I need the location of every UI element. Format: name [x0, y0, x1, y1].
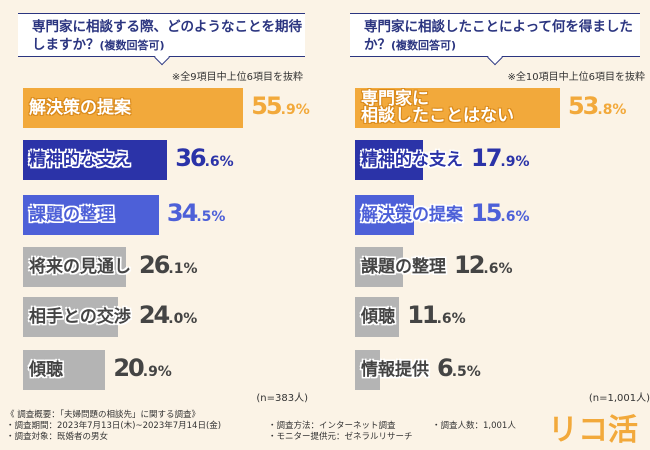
bar	[23, 247, 126, 287]
bar-row: 傾聴 11.6%	[355, 297, 466, 337]
question-title: 専門家に相談したことによって何を得ましたか？	[364, 19, 633, 53]
bar-row: 課題の整理 12.6%	[355, 247, 513, 287]
survey-count: ・調査人数：1,001人	[432, 421, 516, 431]
pointer	[487, 49, 503, 66]
bar-value: 34.5%	[166, 199, 226, 227]
bar-label: 将来の見通し	[29, 256, 131, 277]
bar	[23, 350, 106, 390]
bar	[355, 88, 560, 128]
note: ※全10項目中上位6項目を抜粋	[507, 72, 645, 83]
question-box: 専門家に相談したことによって何を得ましたか？(複数回答可)	[350, 13, 640, 66]
survey-summary: 《 調査概要：「夫婦問題の相談先」に関する調査》 ・調査期間：2023年7月13…	[6, 410, 221, 443]
question-subtitle: (複数回答可)	[391, 39, 457, 52]
sample-size: (n=1,001人)	[588, 393, 650, 404]
bar-value: 11.6%	[407, 301, 466, 329]
bar	[355, 297, 400, 337]
bar	[355, 195, 415, 235]
bar-value: 12.6%	[454, 251, 513, 279]
bar-row: 課題の整理 34.5%	[23, 195, 225, 235]
bar-label: 傾聴	[361, 306, 395, 327]
survey-period: ・調査期間：2023年7月13日(木)~2023年7月14日(金)	[6, 421, 222, 431]
survey-heading: 《 調査概要：「夫婦問題の相談先」に関する調査》	[6, 410, 200, 420]
bar-row: 傾聴 20.9%	[23, 350, 172, 390]
bar-row: 専門家に 相談したことはない 53.8%	[355, 88, 626, 128]
bar	[355, 140, 424, 180]
bar-value: 55.9%	[251, 92, 310, 120]
bar	[23, 88, 244, 128]
bar	[23, 297, 118, 337]
bar-value: 24.0%	[138, 301, 198, 329]
bar-value: 36.6%	[175, 144, 234, 172]
survey-provider: ・モニター提供元：ゼネラルリサーチ	[268, 432, 413, 442]
pointer	[153, 49, 170, 66]
bar-row: 解決策の提案 55.9%	[23, 88, 310, 128]
left-panel: 専門家に相談する際、どのようなことを期待しますか？(複数回答可) ※全9項目中上…	[18, 0, 318, 404]
right-panel: 専門家に相談したことによって何を得ましたか？(複数回答可) ※全10項目中上位6…	[350, 0, 650, 404]
bar-label: 精神的な支え	[361, 149, 463, 170]
bar-label: 傾聴	[29, 359, 63, 380]
bar-label: 解決策の提案	[29, 97, 131, 118]
bar-row: 精神的な支え 36.6%	[23, 140, 234, 180]
logo: リコ活	[548, 413, 638, 448]
bar-value: 20.9%	[113, 354, 172, 382]
bar-value: 6.5%	[437, 354, 481, 382]
bar-value: 15.6%	[471, 199, 530, 227]
bar-row: 解決策の提案 15.6%	[355, 195, 530, 235]
bar-value: 53.8%	[567, 92, 627, 120]
question-title: 専門家に相談する際、どのようなことを期待しますか？	[32, 19, 302, 53]
survey-method: ・調査方法：インターネット調査	[268, 421, 396, 431]
bar-row: 精神的な支え 17.9%	[355, 140, 530, 180]
bar-label: 相手との交渉	[29, 306, 131, 327]
bar	[23, 195, 159, 235]
bar-label: 専門家に 相談したことはない	[361, 89, 514, 126]
bar-value: 17.9%	[471, 144, 530, 172]
bar-label: 課題の整理	[29, 204, 114, 225]
bar-label: 解決策の提案	[361, 204, 463, 225]
bar-value: 26.1%	[139, 251, 198, 279]
note: ※全9項目中上位6項目を抜粋	[171, 72, 303, 83]
bar-row: 情報提供 6.5%	[355, 350, 481, 390]
survey-method-info: ・調査方法：インターネット調査 ・モニター提供元：ゼネラルリサーチ	[268, 421, 413, 443]
question-box: 専門家に相談する際、どのようなことを期待しますか？(複数回答可)	[18, 13, 305, 66]
bar-row: 将来の見通し 26.1%	[23, 247, 198, 287]
bar	[23, 140, 168, 180]
bar	[355, 350, 380, 390]
bar-label: 情報提供	[361, 359, 429, 380]
bar-row: 相手との交渉 24.0%	[23, 297, 197, 337]
sample-size: (n=383人)	[256, 393, 308, 404]
survey-target: ・調査対象：既婚者の男女	[6, 432, 109, 442]
bar-label: 精神的な支え	[29, 149, 131, 170]
question-subtitle: (複数回答可)	[99, 39, 165, 52]
bar	[355, 247, 403, 287]
bar-label: 課題の整理	[361, 256, 446, 277]
